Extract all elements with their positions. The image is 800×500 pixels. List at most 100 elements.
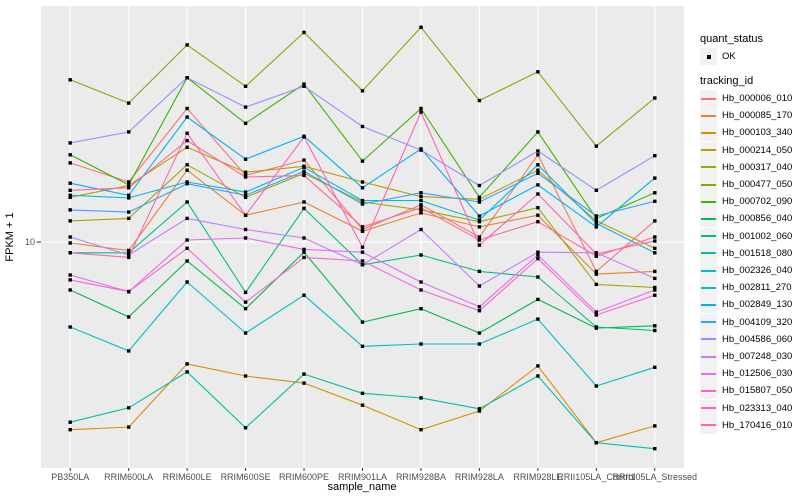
legend-label: Hb_000856_040 — [722, 213, 793, 225]
data-point-Hb_000103_340 — [243, 374, 248, 378]
legend-item: Hb_000856_040 — [700, 210, 793, 228]
legend-label: Hb_012506_030 — [722, 368, 793, 380]
data-point-Hb_002849_130 — [653, 176, 657, 180]
x-tick-label: RRIM928LE — [513, 472, 563, 482]
data-point-Hb_000317_040 — [302, 171, 306, 175]
legend-item: Hb_015807_050 — [700, 382, 792, 400]
data-point-Hb_001002_060 — [653, 328, 657, 333]
data-point-Hb_001518_080 — [653, 447, 657, 451]
data-point-Hb_007248_030 — [477, 284, 482, 288]
x-tick-label: RRII105LA_Stressed — [612, 472, 698, 482]
line-swatch-icon — [701, 217, 716, 220]
data-point-Hb_000477_050 — [185, 43, 189, 47]
data-point-Hb_000856_040 — [536, 297, 540, 302]
data-point-Hb_001002_060 — [302, 206, 306, 211]
data-point-Hb_002811_270 — [360, 198, 365, 203]
data-point-Hb_000214_050 — [653, 246, 657, 250]
data-point-Hb_007248_030 — [360, 263, 365, 267]
line-swatch-icon — [701, 252, 716, 255]
data-point-Hb_012506_030 — [68, 273, 72, 277]
legend-key — [700, 124, 717, 142]
data-point-Hb_000103_340 — [477, 409, 482, 413]
legend-key — [700, 262, 717, 279]
data-point-Hb_000477_050 — [360, 89, 365, 93]
line-swatch-icon — [701, 200, 716, 203]
data-point-Hb_000103_340 — [302, 381, 306, 385]
data-point-Hb_015807_050 — [653, 293, 657, 297]
data-point-Hb_002811_270 — [536, 163, 540, 167]
data-point-Hb_000006_010 — [127, 180, 131, 184]
data-point-Hb_001518_080 — [127, 406, 131, 410]
data-point-Hb_002811_270 — [243, 190, 248, 194]
data-point-Hb_004586_060 — [302, 84, 306, 88]
data-point-Hb_000103_340 — [360, 403, 365, 407]
legend-item: Hb_012506_030 — [700, 365, 793, 383]
line-swatch-icon — [701, 166, 716, 169]
data-point-Hb_015807_050 — [68, 278, 72, 282]
data-point-Hb_170416_010 — [594, 254, 598, 258]
data-point-Hb_001518_080 — [243, 426, 248, 430]
y-tick-label-10: 10 — [24, 237, 35, 247]
data-point-Hb_015807_050 — [477, 309, 482, 313]
data-point-Hb_002849_130 — [536, 183, 540, 187]
line-swatch-icon — [701, 149, 716, 152]
data-point-Hb_000856_040 — [419, 307, 423, 311]
data-point-Hb_000477_050 — [653, 96, 657, 100]
data-point-Hb_004586_060 — [243, 105, 248, 109]
data-point-Hb_000103_340 — [419, 428, 423, 432]
data-point-Hb_023313_040 — [185, 131, 189, 135]
data-point-Hb_000856_040 — [127, 315, 131, 319]
data-point-Hb_023313_040 — [243, 213, 248, 217]
data-point-Hb_000085_170 — [360, 229, 365, 233]
legend-key — [700, 244, 717, 262]
data-point-Hb_007248_030 — [243, 227, 248, 232]
data-point-Hb_000856_040 — [68, 288, 72, 292]
data-point-Hb_002811_270 — [594, 221, 598, 226]
data-point-Hb_000477_050 — [302, 30, 306, 35]
data-point-Hb_170416_010 — [477, 238, 482, 242]
data-point-Hb_015807_050 — [360, 259, 365, 263]
legend-item: Hb_004109_320 — [700, 313, 792, 331]
legend-item: Hb_002326_040 — [700, 262, 792, 279]
data-point-Hb_000006_010 — [594, 269, 598, 274]
data-point-Hb_000856_040 — [360, 320, 365, 324]
data-point-Hb_023313_040 — [127, 255, 131, 260]
legend-key — [700, 227, 717, 245]
data-point-Hb_000317_040 — [68, 219, 72, 223]
data-point-Hb_023313_040 — [594, 252, 598, 256]
legend-label: Hb_000477_050 — [722, 179, 793, 190]
x-axis-title: sample_name — [327, 481, 397, 493]
legend-label: Hb_007248_030 — [722, 351, 793, 362]
data-point-Hb_170416_010 — [185, 138, 189, 143]
legend-label: Hb_000702_090 — [722, 196, 793, 208]
data-point-Hb_000214_050 — [536, 168, 540, 172]
data-point-Hb_002849_130 — [243, 157, 248, 161]
legend-key — [700, 141, 717, 159]
legend-label: Hb_023313_040 — [722, 402, 793, 414]
x-tick-label: RRIM600PE — [279, 472, 330, 482]
data-point-Hb_023313_040 — [360, 245, 365, 249]
data-point-Hb_023313_040 — [68, 251, 72, 255]
data-point-Hb_004109_320 — [653, 199, 657, 203]
line-swatch-icon — [701, 407, 716, 410]
data-point-Hb_000702_090 — [419, 106, 423, 111]
legend-key — [700, 279, 717, 297]
data-point-Hb_001002_060 — [536, 275, 540, 279]
data-point-Hb_012506_030 — [185, 238, 189, 242]
data-point-Hb_002849_130 — [360, 186, 365, 190]
data-point-Hb_002811_270 — [68, 193, 72, 197]
data-point-Hb_170416_010 — [127, 186, 131, 190]
data-point-Hb_000214_050 — [185, 145, 189, 149]
data-point-Hb_000702_090 — [536, 130, 540, 134]
data-point-Hb_004109_320 — [477, 200, 482, 204]
data-point-Hb_170416_010 — [302, 173, 306, 178]
data-point-Hb_000317_040 — [536, 206, 540, 210]
legend-title-quant-status: quant_status — [700, 33, 763, 45]
data-point-Hb_000214_050 — [360, 180, 365, 184]
data-point-Hb_000085_170 — [127, 248, 131, 253]
legend-label: Hb_000103_340 — [722, 127, 793, 139]
data-point-Hb_000856_040 — [653, 324, 657, 328]
data-point-Hb_004586_060 — [653, 154, 657, 158]
data-point-Hb_001518_080 — [185, 370, 189, 374]
legend-item: Hb_004586_060 — [700, 330, 792, 348]
